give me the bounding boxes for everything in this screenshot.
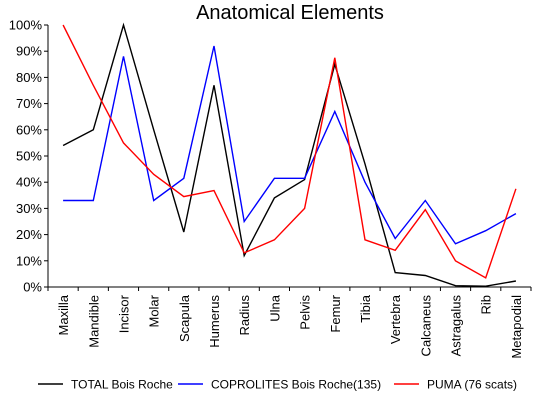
legend: TOTAL Bois Roche COPROLITES Bois Roche(13… [38,378,517,392]
y-axis: 0% 10% 20% 30% 40% 50% 60% 70% 80% 90% 100% [9,18,49,295]
y-tick-label: 20% [16,227,42,242]
y-tick-label: 80% [16,70,42,85]
x-tick-label: Scapula [177,294,192,342]
x-tick-label: Metapodial [509,295,524,359]
y-tick-label: 0% [23,280,42,295]
y-tick-label: 50% [16,149,42,164]
legend-label: PUMA (76 scats) [427,378,517,392]
x-tick-label: Rib [479,295,494,315]
chart-title: Anatomical Elements [196,2,384,24]
x-tick-label: Pelvis [298,295,313,330]
y-tick-label: 100% [9,18,43,33]
x-axis: Maxilla Mandible Incisor Molar Scapula Humeru… [47,286,532,359]
x-tick-label: Femur [328,294,343,332]
x-tick-label: Calcaneus [418,295,433,357]
x-tick-label: Incisor [116,294,131,333]
x-tick-label: Mandible [86,295,101,348]
y-tick-label: 40% [16,175,42,190]
x-tick-label: Tibia [358,294,373,322]
y-tick-label: 10% [16,253,42,268]
y-tick-label: 90% [16,44,42,59]
x-tick-label: Humerus [207,295,222,348]
x-tick-label: Molar [147,294,162,327]
legend-label: COPROLITES Bois Roche(135) [211,378,381,392]
legend-label: TOTAL Bois Roche [71,378,173,392]
x-tick-label: Astragalus [449,295,464,357]
series-line [62,22,517,287]
series-lines [62,22,517,287]
x-tick-label: Maxilla [56,294,71,335]
x-tick-label: Radius [237,295,252,336]
series-line [62,24,517,279]
series-line [63,45,517,245]
x-tick-label: Ulna [267,294,282,322]
x-tick-label: Vertebra [388,294,403,344]
y-tick-label: 30% [16,201,42,216]
y-tick-label: 60% [16,122,42,137]
y-tick-label: 70% [16,96,42,111]
